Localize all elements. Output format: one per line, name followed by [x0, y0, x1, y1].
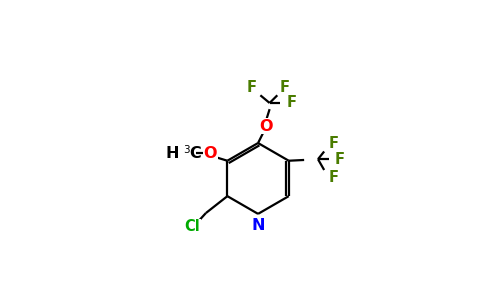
- Text: O: O: [204, 146, 217, 160]
- Text: O: O: [259, 118, 272, 134]
- Text: F: F: [334, 152, 345, 167]
- Text: C: C: [189, 146, 201, 160]
- Text: F: F: [329, 136, 338, 151]
- Text: F: F: [246, 80, 256, 95]
- Text: F: F: [286, 95, 296, 110]
- Text: H: H: [166, 146, 179, 160]
- Text: F: F: [329, 170, 338, 185]
- Text: 3: 3: [183, 145, 189, 154]
- Text: N: N: [251, 218, 265, 233]
- Text: F: F: [280, 80, 290, 95]
- Text: Cl: Cl: [184, 220, 200, 235]
